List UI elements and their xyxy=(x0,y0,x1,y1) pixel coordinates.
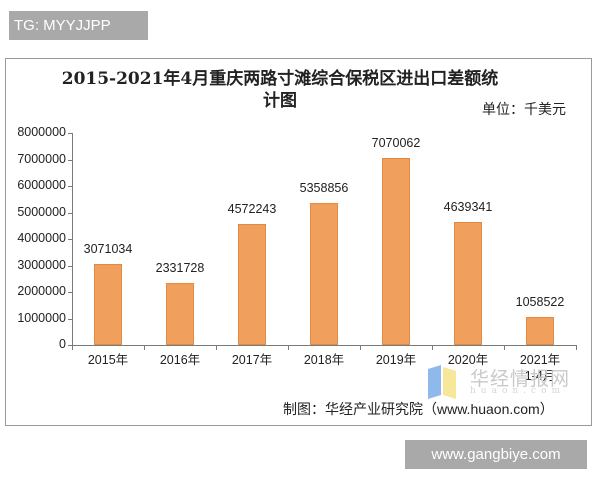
y-tick-label: 4000000 xyxy=(17,231,66,245)
x-tick-mark xyxy=(432,345,433,350)
y-tick-mark xyxy=(68,212,72,214)
chart-title-line1: 2015-2021年4月重庆两路寸滩综合保税区进出口差额统 xyxy=(61,69,499,89)
bar xyxy=(382,157,410,345)
bar-value-label: 4572243 xyxy=(227,201,277,216)
y-tick-label: 0 xyxy=(59,337,66,351)
watermark-text: 华经情报网 xyxy=(470,369,571,390)
bar-value-label: 5358856 xyxy=(299,180,349,195)
bar xyxy=(526,316,554,345)
y-tick-mark xyxy=(68,133,72,134)
y-tick-mark xyxy=(68,292,72,293)
x-tick-mark xyxy=(72,345,73,350)
y-tick-label: 7000000 xyxy=(17,151,66,166)
x-category-label: 2016年 xyxy=(159,353,201,367)
bar-value-label: 7070062 xyxy=(371,135,421,150)
tg-watermark-badge: TG: MYYJJPP xyxy=(9,11,148,40)
bar xyxy=(166,283,194,345)
x-tick-mark xyxy=(360,345,361,350)
x-tick-mark xyxy=(216,345,217,350)
x-tick-mark xyxy=(144,345,145,350)
y-tick-label: 3000000 xyxy=(17,257,66,272)
y-tick-label: 5000000 xyxy=(17,204,66,219)
x-tick-mark xyxy=(504,345,505,350)
x-category-label: 2015年 xyxy=(87,353,129,367)
y-tick-label: 8000000 xyxy=(17,125,66,139)
bar xyxy=(94,263,122,345)
y-tick-mark xyxy=(68,345,72,346)
x-category-label: 2018年 xyxy=(303,353,345,367)
site-watermark-badge: www.gangbiye.com xyxy=(405,440,587,469)
y-tick-label: 2000000 xyxy=(17,284,66,298)
bar-value-label: 2331728 xyxy=(155,261,205,276)
y-tick-mark xyxy=(68,159,72,161)
y-tick-mark xyxy=(68,186,72,187)
x-category-label: 2020年 xyxy=(447,353,489,367)
source-note: 制图：华经产业研究院（www.huaon.com） xyxy=(283,401,554,417)
bar-value-label: 3071034 xyxy=(83,241,133,256)
y-tick-label: 1000000 xyxy=(17,310,66,325)
x-tick-mark xyxy=(288,345,289,350)
watermark-subtext: huaon.com xyxy=(470,386,566,396)
huaon-logo-icon xyxy=(428,365,458,399)
x-category-label: 2019年 xyxy=(375,353,417,367)
x-tick-mark xyxy=(576,345,577,350)
bar-value-label: 4639341 xyxy=(443,200,493,215)
bar-value-label: 1058522 xyxy=(515,294,565,309)
y-tick-mark xyxy=(68,239,72,240)
bar xyxy=(454,222,482,345)
y-axis xyxy=(72,133,73,345)
bar xyxy=(238,223,266,345)
y-tick-mark xyxy=(68,265,72,267)
x-category-label: 2017年 xyxy=(231,353,273,367)
chart-title: 2015-2021年4月重庆两路寸滩综合保税区进出口差额统 计图 xyxy=(40,68,520,112)
y-tick-label: 6000000 xyxy=(17,178,66,192)
x-axis xyxy=(68,345,576,346)
bar xyxy=(310,202,338,345)
chart-frame xyxy=(5,58,592,426)
y-tick-mark xyxy=(68,318,72,320)
unit-label: 单位：千美元 xyxy=(482,101,566,117)
chart-title-line2: 计图 xyxy=(263,91,297,111)
x-category-label: 2021年 1-4月 xyxy=(519,353,561,383)
